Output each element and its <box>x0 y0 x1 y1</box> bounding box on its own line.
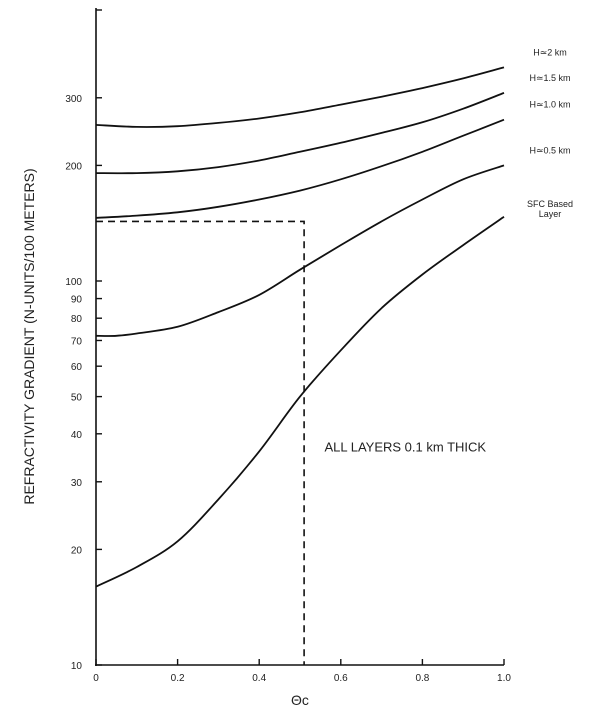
x-tick-label-5: 1.0 <box>497 673 511 684</box>
series-label-3: H≃0.5 km <box>529 145 570 155</box>
curves <box>95 66 505 588</box>
series-label-0: H≃2 km <box>533 47 567 57</box>
y-tick-label-8: 90 <box>71 295 83 306</box>
series-label-1: H≃1.5 km <box>529 73 570 83</box>
x-tick-label-2: 0.4 <box>252 673 266 684</box>
guide-lines <box>96 220 305 665</box>
series-line-4 <box>95 216 505 588</box>
y-tick-label-0: 10 <box>71 661 83 672</box>
y-tick-label-9: 100 <box>65 277 82 288</box>
x-tick-label-4: 0.8 <box>415 673 429 684</box>
series-line-1 <box>95 92 505 175</box>
y-tick-label-5: 60 <box>71 362 83 373</box>
series-label-4: SFC Based Layer <box>527 199 573 219</box>
x-tick-label-0: 0 <box>93 673 99 684</box>
axes <box>95 8 504 666</box>
y-tick-label-1: 20 <box>71 545 83 556</box>
annotation-text: ALL LAYERS 0.1 km THICK <box>324 439 486 454</box>
y-tick-label-11: 300 <box>65 94 82 105</box>
y-axis-title: REFRACTIVITY GRADIENT (N-UNITS/100 METER… <box>21 168 37 504</box>
guide-line <box>96 220 305 665</box>
x-tick-label-1: 0.2 <box>171 673 185 684</box>
y-tick-label-4: 50 <box>71 393 83 404</box>
series-label-2: H≃1.0 km <box>529 100 570 110</box>
y-tick-label-3: 40 <box>71 430 83 441</box>
series-line-0 <box>95 66 505 128</box>
y-tick-label-6: 70 <box>71 336 83 347</box>
y-tick-label-2: 30 <box>71 478 83 489</box>
x-axis-title: Θc <box>291 692 309 708</box>
y-tick-label-10: 200 <box>65 161 82 172</box>
x-tick-label-3: 0.6 <box>334 673 348 684</box>
y-tick-label-7: 80 <box>71 314 83 325</box>
series-line-3 <box>95 164 505 337</box>
ticks: 10 20 30 40 50 60 70 80 90 100 200 300 0 0.2 0.4 0.6 0.8… <box>65 9 511 684</box>
series-labels: H≃2 km H≃1.5 km H≃1.0 km H≃0.5 km SFC Based L… <box>527 47 573 218</box>
series-line-2 <box>95 118 505 219</box>
